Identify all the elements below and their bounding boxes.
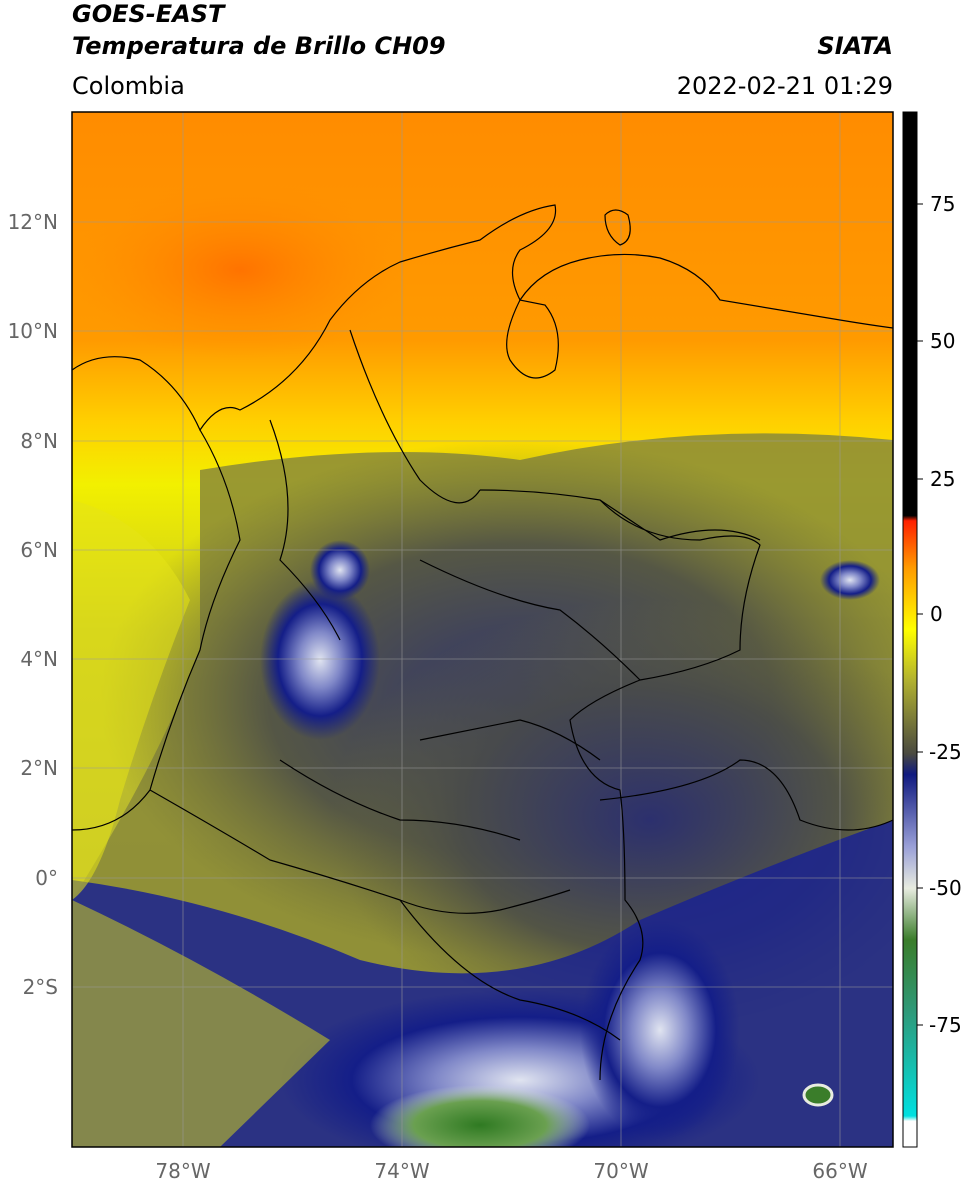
- colorbar-tick: 50: [930, 329, 955, 353]
- lat-label: 12°N: [8, 210, 58, 234]
- lat-label: 6°N: [20, 538, 58, 562]
- colorbar-tick: 0: [930, 602, 943, 626]
- coastline-caribbean: [72, 204, 893, 432]
- venezuela-border: [599, 499, 761, 541]
- lat-label: 2°S: [23, 975, 58, 999]
- lat-axis: 12°N 10°N 8°N 6°N 4°N 2°N 0° 2°S: [8, 210, 58, 999]
- lat-label: 10°N: [8, 319, 58, 343]
- agency-label: SIATA: [817, 32, 893, 60]
- lake-maracaibo: [506, 299, 559, 379]
- colorbar-tick: 25: [930, 467, 955, 491]
- internal-dept-5: [279, 759, 521, 841]
- satellite-title: GOES-EAST: [72, 0, 225, 28]
- internal-dept-2: [349, 329, 481, 504]
- satellite-imagery: [72, 112, 893, 1147]
- political-boundaries: [72, 204, 893, 1081]
- lat-label: 0°: [35, 866, 58, 890]
- internal-dept-4: [419, 719, 601, 761]
- colorbar-tick: -25: [929, 740, 962, 764]
- brazil-border: [599, 759, 893, 831]
- internal-dept-1: [269, 419, 341, 641]
- lat-label: 4°N: [20, 647, 58, 671]
- colorbar-tick: -75: [929, 1013, 962, 1037]
- internal-dept-3: [419, 559, 641, 681]
- lat-label: 2°N: [20, 756, 58, 780]
- graticule: [72, 112, 893, 1147]
- region-label: Colombia: [72, 72, 185, 100]
- lat-label: 8°N: [20, 429, 58, 453]
- timestamp-label: 2022-02-21 01:29: [676, 72, 893, 100]
- lon-label: 70°W: [593, 1159, 648, 1183]
- colombia-border-east: [479, 489, 761, 1081]
- colorbar: 75 50 25 0 -25 -50 -75: [902, 111, 962, 1148]
- lon-label: 66°W: [812, 1159, 867, 1183]
- island-aruba: [604, 209, 631, 246]
- lon-axis: 78°W 74°W 70°W 66°W: [155, 1159, 867, 1183]
- colombia-border-south: [149, 789, 571, 914]
- lon-label: 74°W: [374, 1159, 429, 1183]
- map-frame: [71, 111, 894, 1148]
- colorbar-tick: -50: [929, 876, 962, 900]
- coastline-pacific: [72, 429, 241, 831]
- lon-label: 78°W: [155, 1159, 210, 1183]
- colorbar-tick: 75: [930, 192, 955, 216]
- product-title: Temperatura de Brillo CH09: [72, 32, 446, 60]
- peru-border: [399, 899, 621, 1041]
